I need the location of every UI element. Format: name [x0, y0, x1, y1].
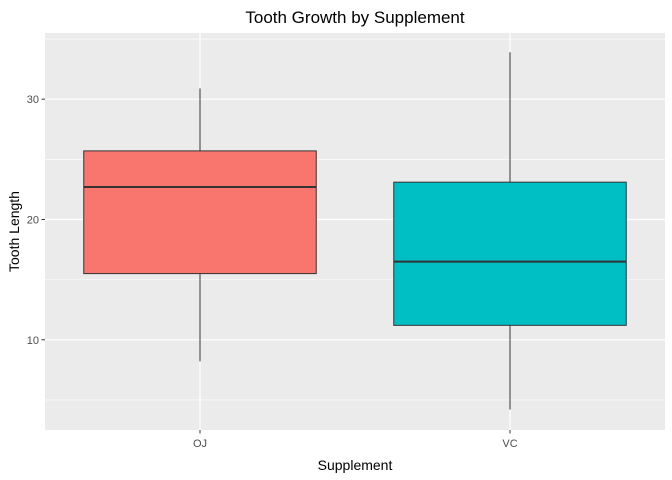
y-axis-title: Tooth Length — [6, 191, 22, 272]
box-oj — [83, 88, 317, 362]
box-group — [83, 52, 627, 410]
y-tick-label: 10 — [27, 335, 39, 347]
x-axis-title: Supplement — [318, 457, 393, 473]
y-tick-label: 20 — [27, 214, 39, 226]
y-axis-ticks: 10 20 30 — [27, 94, 45, 347]
x-axis-ticks: OJ VC — [193, 430, 518, 450]
chart-title: Tooth Growth by Supplement — [245, 8, 465, 27]
x-tick-label: VC — [502, 438, 517, 450]
y-tick-label: 30 — [27, 94, 39, 106]
box-body — [393, 181, 627, 326]
box-body — [83, 150, 317, 275]
x-tick-label: OJ — [193, 438, 207, 450]
box-vc — [393, 52, 627, 410]
